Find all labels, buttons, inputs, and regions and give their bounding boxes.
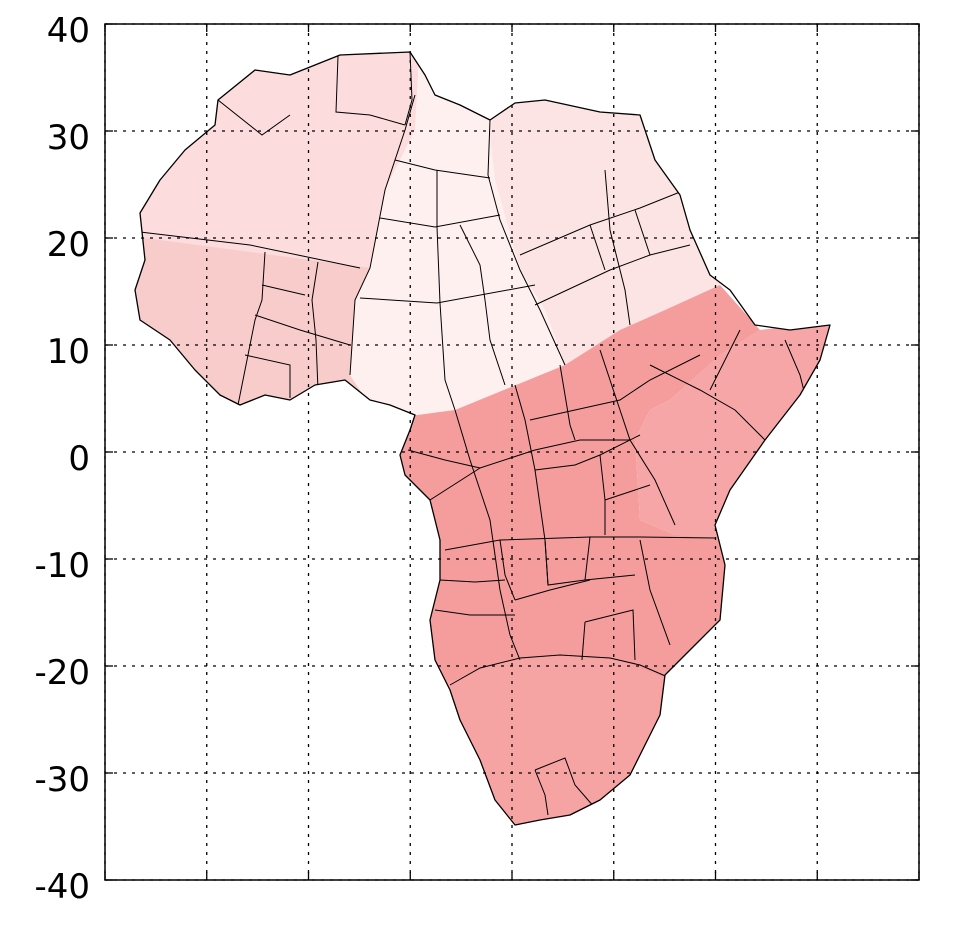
y-tick-label: -30: [34, 760, 90, 800]
region-fills: [135, 52, 830, 825]
y-tick-label: 20: [47, 225, 90, 265]
y-tick-label: 30: [47, 118, 90, 158]
region-east-africa-band: [635, 320, 830, 540]
y-tick-label: 40: [47, 11, 90, 51]
y-tick-label: -40: [34, 867, 90, 907]
y-tick-label: -10: [34, 546, 90, 586]
y-tick-label: 10: [47, 332, 90, 372]
axis-ticks: [104, 23, 920, 881]
region-southern-africa-band: [400, 655, 700, 825]
y-tick-label: -20: [34, 653, 90, 693]
region-central-sahara-band: [350, 52, 565, 420]
y-tick-label: 0: [68, 439, 90, 479]
region-central-africa-band: [380, 285, 760, 700]
region-north-band: [135, 52, 420, 268]
y-axis: 40 30 20 10 0 -10 -20 -30 -40: [34, 11, 90, 907]
coastline: [134, 51, 831, 826]
